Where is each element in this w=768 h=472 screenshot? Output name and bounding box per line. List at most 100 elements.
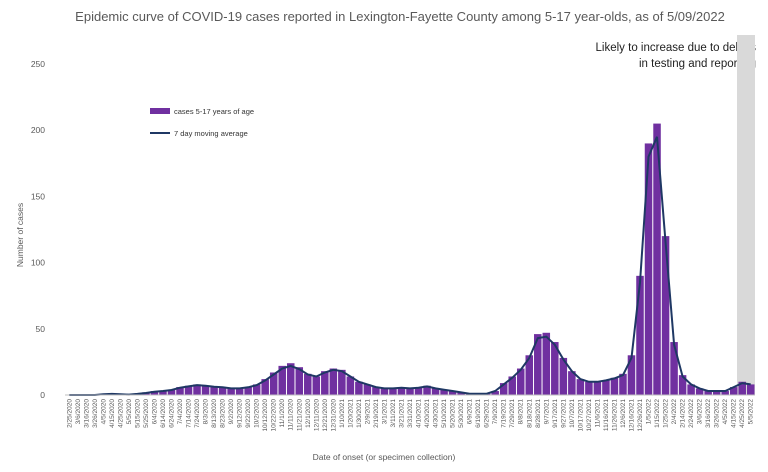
x-axis-label: Date of onset (or specimen collection) — [312, 452, 456, 462]
x-tick-label: 7/24/2020 — [194, 399, 201, 428]
x-tick-label: 9/12/2020 — [237, 399, 244, 428]
x-tick-label: 6/19/2021 — [475, 399, 482, 428]
x-tick-label: 11/26/2021 — [611, 399, 618, 431]
x-tick-label: 1/25/2022 — [663, 399, 670, 428]
x-tick-label: 2/4/2022 — [671, 399, 678, 425]
bar — [721, 391, 729, 395]
moving-average-line — [69, 136, 751, 396]
bar — [593, 381, 602, 395]
x-tick-label: 12/1/2020 — [305, 399, 312, 428]
x-tick-label: 12/6/2021 — [620, 399, 627, 428]
x-tick-label: 7/19/2021 — [501, 399, 508, 428]
x-tick-label: 1/15/2022 — [654, 399, 661, 428]
bar — [704, 391, 712, 395]
bar — [244, 387, 252, 395]
bar — [159, 391, 167, 395]
x-tick-label: 12/26/2021 — [637, 399, 644, 432]
bar — [610, 377, 619, 395]
bar — [295, 367, 304, 395]
x-tick-label: 7/29/2021 — [509, 399, 516, 428]
x-tick-label: 12/31/2020 — [330, 399, 337, 432]
bar — [695, 388, 704, 395]
bar — [568, 371, 576, 395]
x-tick-label: 4/25/2020 — [117, 399, 124, 428]
x-tick-label: 1/20/2021 — [347, 399, 354, 428]
x-tick-label: 1/30/2021 — [356, 399, 363, 428]
x-tick-label: 9/7/2021 — [543, 399, 550, 425]
bar — [585, 381, 593, 395]
bar — [636, 275, 644, 395]
bar — [712, 391, 721, 395]
bar — [627, 355, 636, 395]
x-tick-label: 1/5/2022 — [646, 399, 653, 425]
x-tick-label: 6/14/2020 — [160, 399, 167, 428]
bar — [312, 376, 321, 395]
y-tick-label: 200 — [31, 125, 45, 135]
y-tick-label: 100 — [31, 258, 45, 268]
x-tick-label: 2/14/2022 — [680, 399, 687, 428]
bar — [491, 391, 499, 395]
x-tick-label: 11/6/2021 — [594, 399, 601, 428]
bar — [534, 334, 542, 395]
x-tick-label: 12/11/2020 — [313, 399, 320, 431]
bar — [661, 236, 670, 395]
bar — [389, 388, 397, 395]
bar — [176, 387, 184, 395]
x-tick-label: 5/10/2021 — [441, 399, 448, 428]
incomplete-data-shade — [737, 35, 755, 395]
bar — [252, 384, 261, 395]
legend-line-swatch — [150, 132, 170, 134]
x-tick-label: 10/17/2021 — [577, 399, 584, 432]
x-tick-label: 11/16/2021 — [603, 399, 610, 431]
bar — [431, 388, 440, 395]
bar — [508, 376, 516, 395]
chart-title: Epidemic curve of COVID-19 cases reporte… — [75, 9, 725, 24]
bar — [380, 388, 389, 395]
y-tick-label: 0 — [40, 390, 45, 400]
bar — [269, 372, 278, 395]
bar — [363, 384, 372, 395]
bar — [278, 365, 286, 395]
bar — [525, 355, 534, 395]
bar — [150, 391, 159, 395]
bar — [602, 380, 610, 395]
bar — [261, 379, 269, 395]
x-tick-label: 9/17/2021 — [552, 399, 559, 428]
x-tick-label: 3/26/2022 — [714, 399, 721, 428]
x-tick-label: 8/18/2021 — [526, 399, 533, 428]
x-tick-label: 8/23/2020 — [220, 399, 227, 428]
legend: cases 5-17 years of age 7 day moving ave… — [150, 104, 254, 148]
x-tick-label: 9/22/2020 — [245, 399, 252, 428]
x-tick-label: 6/4/2020 — [151, 399, 158, 425]
legend-bar-swatch — [150, 108, 170, 114]
x-tick-label: 2/25/2020 — [66, 399, 73, 428]
x-tick-label: 7/4/2020 — [177, 399, 184, 425]
x-tick-label: 4/20/2021 — [424, 399, 431, 428]
x-tick-label: 9/27/2021 — [560, 399, 567, 428]
x-tick-label: 8/8/2021 — [518, 399, 525, 425]
bar — [406, 388, 414, 395]
x-tick-label: 3/11/2021 — [390, 399, 397, 428]
x-tick-label: 4/5/2020 — [100, 399, 107, 425]
x-tick-label: 4/30/2021 — [433, 399, 440, 428]
x-tick-label: 10/27/2021 — [586, 399, 593, 432]
x-tick-label: 6/9/2021 — [467, 399, 474, 425]
x-tick-label: 1/10/2021 — [339, 399, 346, 428]
bar — [201, 385, 210, 395]
x-tick-label: 3/1/2021 — [381, 399, 388, 425]
bar — [227, 388, 235, 395]
bar — [440, 389, 448, 395]
bar — [235, 388, 244, 395]
bar — [576, 379, 585, 395]
x-tick-label: 7/9/2021 — [492, 399, 499, 425]
x-tick-label: 3/16/2022 — [705, 399, 712, 428]
legend-label-cases: cases 5-17 years of age — [174, 106, 255, 116]
x-tick-label: 8/3/2020 — [203, 399, 210, 425]
y-axis-ticks: 0 50 100 150 200 250 — [31, 59, 45, 400]
x-tick-label: 10/2/2020 — [254, 399, 261, 428]
bar — [499, 383, 508, 395]
x-tick-label: 10/7/2021 — [569, 399, 576, 428]
bar — [397, 387, 406, 395]
x-tick-label: 3/21/2021 — [398, 399, 405, 428]
bar — [193, 384, 201, 395]
